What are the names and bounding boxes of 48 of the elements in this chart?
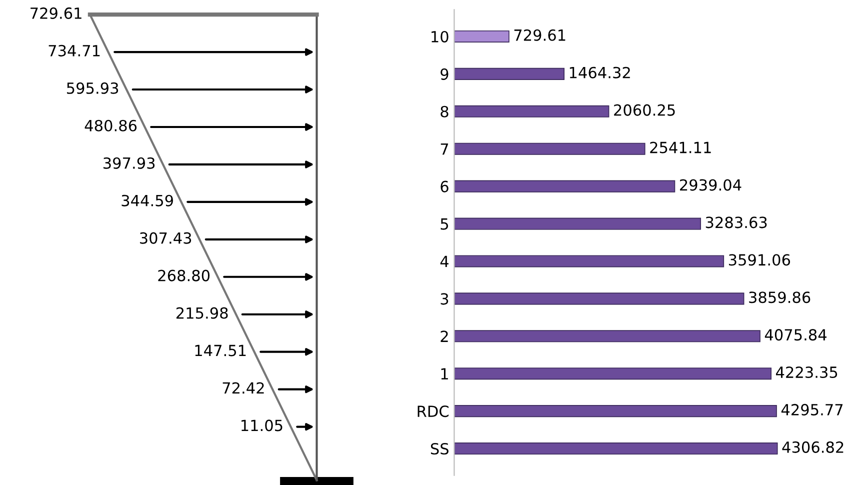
y-tick-label: 7 [440, 144, 448, 155]
data-label: 3591.06 [728, 254, 790, 266]
data-label: 4075.84 [764, 329, 826, 341]
data-label: 4223.35 [776, 366, 838, 378]
y-tick-label: 5 [440, 218, 448, 230]
y-tick-label: SS [430, 442, 448, 455]
data-label: 268.80 [158, 270, 210, 282]
y-tick-label: 8 [440, 106, 448, 118]
data-label: 734.71 [48, 44, 100, 56]
data-label: 11.05 [242, 420, 282, 432]
data-label: 72.42 [222, 382, 264, 394]
bar [454, 68, 564, 80]
bar [454, 292, 744, 305]
data-label: 595.93 [67, 82, 118, 94]
bar [454, 105, 610, 118]
bar [454, 30, 510, 43]
data-label: 2939.04 [680, 179, 742, 191]
y-tick-label: 4 [440, 256, 448, 268]
bar [454, 255, 724, 268]
bar [454, 218, 701, 230]
bar [454, 368, 772, 380]
data-label: 4295.77 [781, 404, 843, 416]
data-label: 2541.11 [650, 142, 711, 154]
data-label: 147.51 [195, 344, 246, 356]
data-label: 480.86 [84, 120, 137, 132]
bar [454, 405, 777, 418]
data-label: 729.61 [30, 7, 82, 19]
data-label: 397.93 [104, 157, 155, 169]
bar [454, 180, 676, 192]
bar [454, 442, 778, 455]
bar [454, 330, 760, 342]
data-label: 307.43 [140, 232, 192, 244]
data-label: 344.59 [122, 194, 173, 206]
y-tick-label: 2 [440, 330, 448, 342]
data-label: 4306.82 [782, 441, 844, 453]
data-label: 2060.25 [614, 104, 675, 116]
y-tick-label: RDC [418, 406, 449, 418]
y-tick-label: 10 [432, 30, 448, 43]
data-label: 1464.32 [570, 66, 630, 78]
y-tick-label: 9 [440, 68, 448, 80]
data-label: 3859.86 [749, 292, 810, 304]
data-label: 729.61 [514, 29, 566, 41]
data-label: 215.98 [176, 307, 228, 319]
y-tick-label: 6 [440, 180, 448, 192]
y-tick-label: 1 [441, 368, 448, 380]
y-tick-label: 3 [440, 293, 448, 305]
bar [454, 142, 646, 155]
data-label: 3283.63 [706, 216, 767, 228]
